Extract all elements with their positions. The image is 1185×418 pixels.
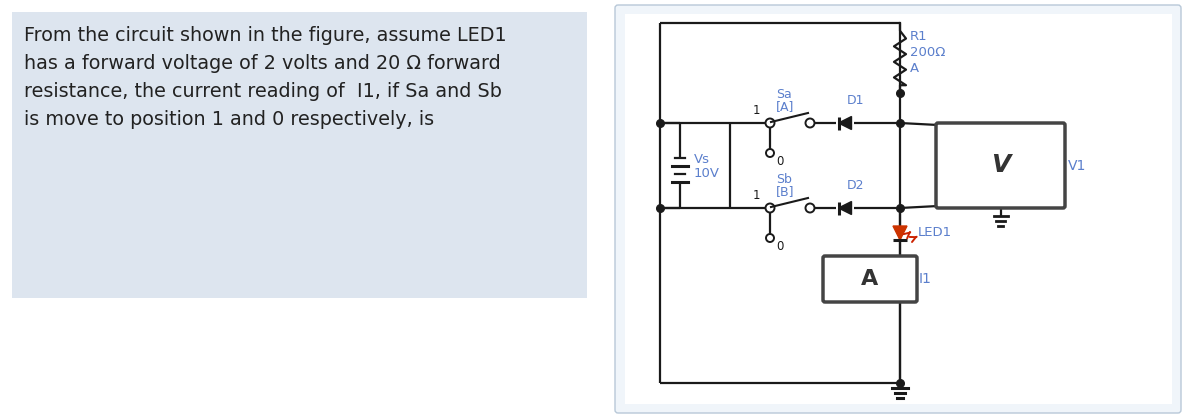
- Circle shape: [766, 118, 775, 127]
- Text: [A]: [A]: [776, 100, 794, 113]
- FancyBboxPatch shape: [936, 123, 1065, 208]
- Text: I1: I1: [920, 272, 931, 286]
- FancyBboxPatch shape: [615, 5, 1181, 413]
- Text: 0: 0: [776, 155, 783, 168]
- Text: Sa: Sa: [776, 88, 792, 101]
- FancyBboxPatch shape: [824, 256, 917, 302]
- Text: 0: 0: [776, 240, 783, 253]
- Circle shape: [766, 149, 774, 157]
- Circle shape: [766, 204, 775, 212]
- Text: A: A: [910, 61, 920, 74]
- Circle shape: [766, 234, 774, 242]
- Polygon shape: [839, 117, 852, 130]
- Text: [B]: [B]: [776, 185, 794, 198]
- Polygon shape: [839, 201, 852, 214]
- Bar: [12, 12, 587, 298]
- Text: Sb: Sb: [776, 173, 792, 186]
- Text: D1: D1: [847, 94, 865, 107]
- Text: D2: D2: [847, 179, 865, 192]
- Text: V1: V1: [1068, 158, 1087, 173]
- Circle shape: [806, 118, 814, 127]
- Text: A: A: [861, 269, 878, 289]
- Bar: [624, 14, 1172, 404]
- Text: LED1: LED1: [918, 227, 952, 240]
- Text: 10V: 10V: [694, 167, 720, 180]
- Text: From the circuit shown in the figure, assume LED1
has a forward voltage of 2 vol: From the circuit shown in the figure, as…: [24, 26, 507, 129]
- Text: 1: 1: [752, 104, 760, 117]
- Text: 1: 1: [752, 189, 760, 202]
- Text: 200Ω: 200Ω: [910, 46, 946, 59]
- Text: V: V: [991, 153, 1010, 178]
- Text: Vs: Vs: [694, 153, 710, 166]
- Polygon shape: [893, 226, 907, 240]
- Circle shape: [806, 204, 814, 212]
- Text: R1: R1: [910, 30, 928, 43]
